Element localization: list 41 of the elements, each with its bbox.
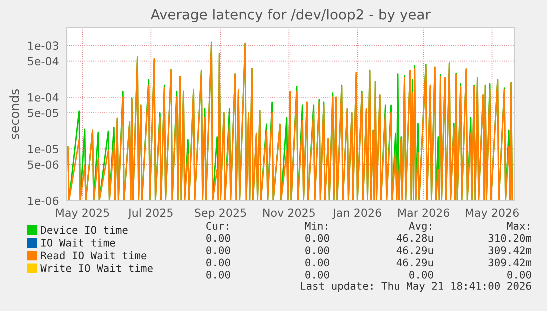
- y-tick-label: 1e-05: [28, 145, 58, 154]
- text: 0.00: [306, 270, 330, 279]
- text: Avg:: [409, 222, 432, 232]
- text: 46.28u: [396, 234, 434, 242]
- x-tick-label: May 2026: [466, 208, 519, 220]
- x-tick-label: Nov 2025: [264, 208, 315, 218]
- text: 0.00: [306, 246, 330, 254]
- x-tick-label: Jul 2025: [128, 208, 173, 220]
- text: 310.20m: [488, 234, 532, 242]
- y-axis-title: seconds: [10, 90, 20, 140]
- text: 46.29u: [396, 258, 434, 267]
- x-tick-label: May 2025: [56, 208, 110, 220]
- chart-title: Average latency for /dev/loop2 - by year: [150, 9, 431, 23]
- text: 0.00: [206, 258, 230, 267]
- text: 46.29u: [396, 246, 434, 254]
- y-tick-label: 1e-06: [28, 196, 59, 206]
- y-tick-label: 5e-04: [28, 57, 59, 66]
- text: 309.42m: [488, 258, 532, 267]
- text: 0.00: [206, 234, 230, 242]
- text: Max:: [507, 222, 530, 230]
- y-tick-label: 5e-05: [28, 108, 58, 118]
- legend-label: Read IO Wait time: [41, 252, 147, 260]
- text: 0.00: [306, 258, 330, 267]
- text: 0.00: [508, 270, 532, 279]
- y-tick-label: 1e-03: [28, 42, 58, 50]
- text: Min:: [305, 222, 328, 230]
- text: Cur:: [206, 222, 228, 230]
- y-tick-label: 5e-06: [28, 160, 59, 170]
- text: 0.00: [410, 270, 434, 279]
- x-tick-label: Jan 2026: [332, 208, 382, 220]
- legend-label: Device IO time: [41, 226, 128, 234]
- text: 309.42m: [488, 246, 532, 254]
- text: 0.00: [206, 246, 230, 254]
- x-tick-label: Mar 2026: [398, 208, 450, 218]
- text: 0.00: [206, 270, 230, 279]
- y-tick-label: 1e-04: [28, 93, 59, 102]
- text: 0.00: [306, 234, 330, 242]
- x-tick-label: Sep 2025: [195, 208, 246, 220]
- legend-label: Write IO Wait time: [40, 264, 153, 272]
- text: Last update: Thu May 21 18:41:00 2026: [301, 282, 532, 292]
- legend-label: IO Wait time: [42, 238, 116, 247]
